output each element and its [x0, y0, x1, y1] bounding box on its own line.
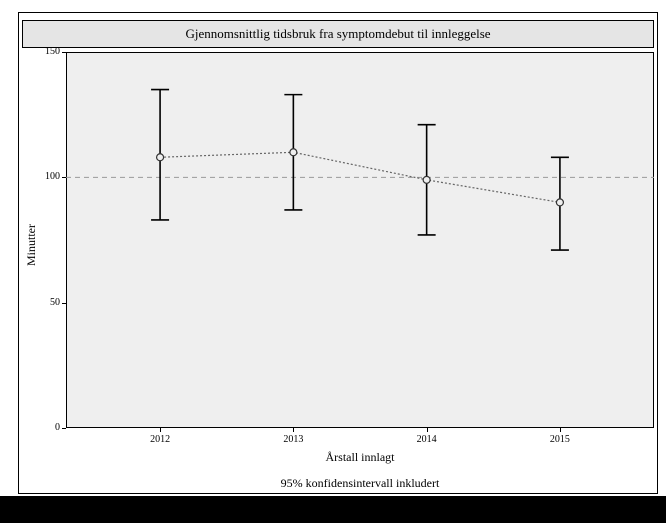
bottom-black-strip: [0, 496, 666, 523]
y-axis-label-text: Minutter: [24, 224, 38, 266]
y-tick-mark: [62, 303, 66, 304]
x-axis-label-text: Årstall innlagt: [326, 450, 395, 464]
footer-label-text: 95% konfidensintervall inkludert: [281, 476, 440, 490]
y-tick-label: 0: [32, 422, 60, 433]
y-tick-mark: [62, 428, 66, 429]
x-tick-label: 2013: [273, 434, 313, 445]
x-tick-label: 2012: [140, 434, 180, 445]
x-tick-mark: [293, 428, 294, 432]
footer-label: 95% konfidensintervall inkludert: [66, 476, 654, 491]
y-tick-label: 50: [32, 297, 60, 308]
y-axis-label: Minutter: [24, 224, 39, 266]
x-tick-label: 2014: [407, 434, 447, 445]
x-tick-mark: [427, 428, 428, 432]
figure-container: Gjennomsnittlig tidsbruk fra symptomdebu…: [0, 0, 666, 523]
x-tick-mark: [560, 428, 561, 432]
y-tick-label: 100: [32, 171, 60, 182]
x-axis-label: Årstall innlagt: [66, 450, 654, 465]
x-tick-mark: [160, 428, 161, 432]
y-tick-label: 150: [32, 46, 60, 57]
y-tick-mark: [62, 52, 66, 53]
x-tick-label: 2015: [540, 434, 580, 445]
y-tick-mark: [62, 177, 66, 178]
